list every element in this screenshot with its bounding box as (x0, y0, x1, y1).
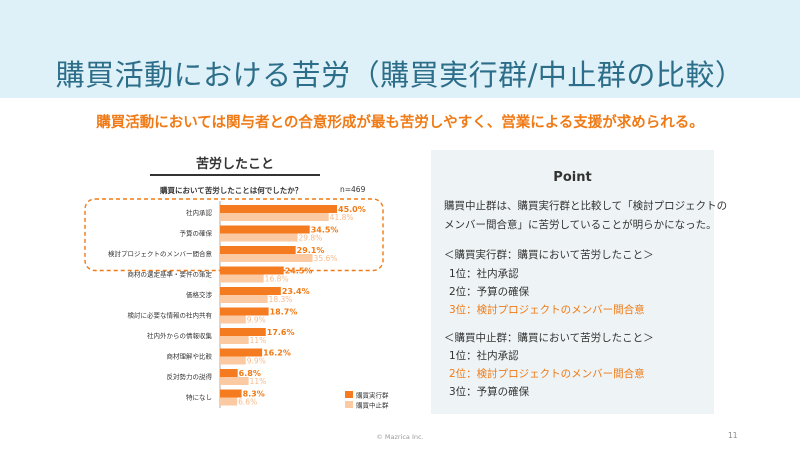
legend-label: 購買中止群 (356, 401, 389, 410)
bar-series1 (220, 205, 337, 213)
point-line: メンバー間合意」に苦労していることが明らかになった。 (444, 219, 717, 231)
chart-title: 苦労したこと (195, 157, 274, 172)
data-label-series1: 23.4% (282, 287, 310, 296)
legend-swatch (345, 401, 353, 408)
data-label-series1: 18.7% (270, 308, 298, 317)
bar-series1 (220, 369, 238, 377)
point-line: ＜購買実行群：購買において苦労したこと＞ (444, 249, 654, 261)
chart-question: 購買において苦労したことは何でしたか？ (160, 186, 303, 195)
bar-series1 (220, 246, 296, 254)
point-line: 3位：予算の確保 (449, 386, 530, 398)
category-label: 検討プロジェクトのメンバー間合意 (108, 249, 213, 258)
category-label: 価格交渉 (186, 290, 213, 299)
header-band (0, 0, 800, 98)
point-line-highlight: 3位：検討プロジェクトのメンバー間合意 (449, 304, 645, 316)
bar-series2 (220, 295, 268, 303)
bar-series1 (220, 266, 284, 275)
point-line: 1位：社内承認 (449, 350, 519, 362)
category-label: 社内外からの情報収集 (147, 331, 213, 340)
bar-series2 (220, 315, 246, 324)
category-label: 商材理解や比較 (167, 352, 213, 361)
point-line: ＜購買中止群：購買において苦労したこと＞ (444, 332, 654, 344)
data-label-series1: 16.2% (263, 349, 291, 358)
page-number: 11 (728, 431, 738, 440)
data-label-series2: 35.6% (314, 254, 338, 263)
point-panel: Point 購買中止群は、購買実行群と比較して「検討プロジェクトの メンバー間合… (431, 150, 727, 414)
category-label: 検討に必要な情報の社内共有 (128, 311, 213, 320)
bar-series1 (220, 287, 281, 295)
data-label-series1: 17.6% (267, 328, 295, 337)
point-line-highlight: 2位：検討プロジェクトのメンバー間合意 (449, 368, 645, 380)
legend-swatch (345, 391, 353, 398)
chart-title-underline (150, 174, 320, 176)
category-label: 商材の選定基準・要件の策定 (128, 270, 213, 279)
data-label-series2: 11% (250, 377, 267, 386)
sample-size-label: n=469 (340, 185, 366, 194)
bar-series2 (220, 213, 329, 221)
bar-series1 (220, 225, 310, 234)
data-label-series2: 41.8% (330, 213, 354, 222)
data-label-series1: 8.3% (243, 390, 265, 399)
bar-chart: 社内承認 45.0%41.8% 予算の確保 34.5%29.8% 検討プロジェクトのメン… (84, 198, 389, 410)
bar-series1 (220, 307, 269, 316)
data-label-series1: 24.5% (285, 267, 313, 276)
page-subtitle: 購買活動においては関与者との合意形成が最も苦労しやすく、営業による支援が求められ… (96, 115, 704, 131)
bar-series2 (220, 397, 238, 406)
category-label: 社内承認 (186, 208, 213, 217)
data-label-series1: 45.0% (338, 205, 366, 214)
legend-label: 購買実行群 (356, 391, 389, 400)
category-label: 予算の確保 (180, 229, 213, 238)
data-label-series1: 29.1% (297, 246, 325, 255)
data-label-series2: 29.8% (298, 234, 322, 243)
data-label-series2: 16.8% (265, 275, 289, 284)
point-line: 購買中止群は、購買実行群と比較して「検討プロジェクトの (444, 200, 728, 212)
point-title: Point (553, 170, 592, 185)
bar-series2 (220, 274, 264, 283)
copyright: © Mazrica Inc. (376, 433, 424, 441)
bar-series1 (220, 348, 263, 357)
data-label-series1: 34.5% (311, 226, 339, 235)
point-line: 2位：予算の確保 (449, 286, 530, 298)
bar-series2 (220, 356, 246, 365)
bar-series2 (220, 254, 313, 262)
data-label-series1: 6.8% (239, 369, 261, 378)
data-label-series2: 11% (250, 336, 267, 345)
bar-series2 (220, 377, 249, 385)
point-line: 1位：社内承認 (449, 268, 519, 280)
bar-series2 (220, 336, 249, 344)
page-title: 購買活動における苦労（購買実行群/中止群の比較） (55, 58, 745, 92)
bar-series1 (220, 328, 266, 336)
data-label-series2: 9.9% (247, 357, 266, 366)
category-label: 反対勢力の説得 (167, 372, 213, 381)
data-label-series2: 6.6% (238, 398, 257, 407)
data-label-series2: 9.9% (247, 316, 266, 325)
category-label: 特になし (186, 393, 212, 402)
bar-series2 (220, 233, 298, 242)
data-label-series2: 18.3% (269, 295, 293, 304)
bar-series1 (220, 389, 242, 398)
